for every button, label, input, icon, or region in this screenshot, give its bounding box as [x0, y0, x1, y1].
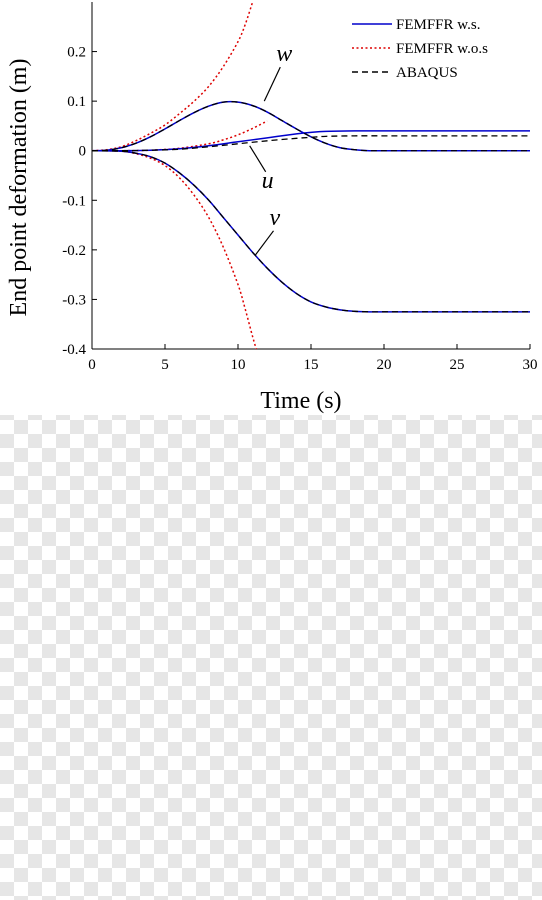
x-axis-title: Time (s): [260, 388, 341, 414]
series-u-line: [92, 120, 268, 152]
series-w-line: [92, 100, 530, 152]
series-v-line: [92, 150, 530, 313]
annotation-leader: [255, 230, 274, 256]
series-v-line: [92, 149, 530, 313]
x-tick-label: 30: [523, 357, 538, 373]
annotation-label: v: [270, 205, 281, 231]
y-axis-title: End point deformation (m): [6, 59, 32, 317]
line-chart: 0 5 10 15 20 25 30 -0.4 -0.3 -0.2 -0.1 0 0.1 0.2 Time…: [6, 2, 538, 414]
y-tick-label: 0.2: [67, 45, 86, 61]
y-tick-label: 0.1: [67, 94, 86, 110]
series-w-line: [92, 101, 530, 152]
figure-panel: 0 5 10 15 20 25 30 -0.4 -0.3 -0.2 -0.1 0 0.1 0.2 Time…: [0, 0, 542, 415]
legend-label: FEMFFR w.o.s: [396, 41, 488, 57]
y-tick-label: 0: [79, 144, 87, 160]
annotation-label: w: [276, 41, 292, 67]
legend-label: FEMFFR w.s.: [396, 17, 480, 33]
x-tick-label: 25: [450, 357, 465, 373]
x-tick-label: 10: [231, 357, 246, 373]
y-tick-label: -0.1: [62, 193, 86, 209]
x-tick-label: 5: [161, 357, 169, 373]
annotations: w uv: [249, 41, 292, 256]
x-tick-label: 15: [304, 357, 319, 373]
series-v-line: [92, 149, 258, 349]
x-tick-label: 0: [88, 357, 96, 373]
series-u-line: [92, 135, 530, 152]
legend: FEMFFR w.s. FEMFFR w.o.s ABAQUS: [352, 17, 488, 81]
annotation-leader: [263, 66, 281, 102]
y-tick-label: -0.2: [62, 243, 86, 259]
legend-label: ABAQUS: [396, 65, 458, 81]
annotation-leader: [249, 145, 267, 173]
series-layer: [92, 2, 530, 349]
ticks-layer: 0 5 10 15 20 25 30 -0.4 -0.3 -0.2 -0.1 0 0.1 0.2: [62, 45, 537, 373]
x-tick-label: 20: [377, 357, 392, 373]
annotation-label: u: [262, 168, 274, 194]
y-tick-label: -0.4: [62, 342, 86, 358]
y-tick-label: -0.3: [62, 292, 86, 308]
series-w-line: [92, 2, 254, 152]
